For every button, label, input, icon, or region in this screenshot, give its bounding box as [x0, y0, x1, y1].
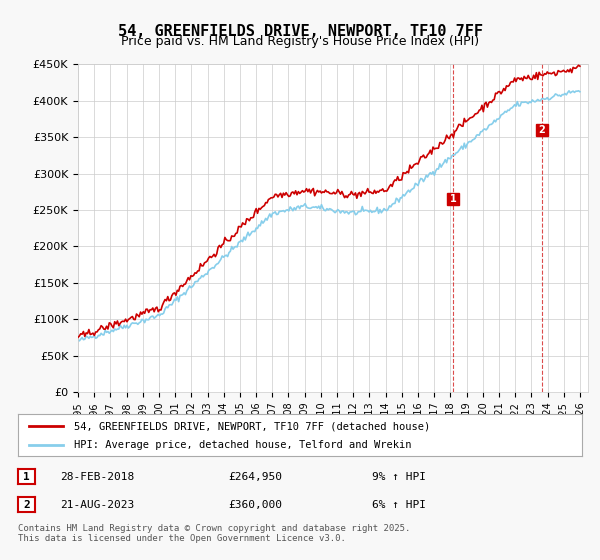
Text: 54, GREENFIELDS DRIVE, NEWPORT, TF10 7FF (detached house): 54, GREENFIELDS DRIVE, NEWPORT, TF10 7FF…: [74, 421, 431, 431]
Text: Contains HM Land Registry data © Crown copyright and database right 2025.
This d: Contains HM Land Registry data © Crown c…: [18, 524, 410, 543]
Text: Price paid vs. HM Land Registry's House Price Index (HPI): Price paid vs. HM Land Registry's House …: [121, 35, 479, 48]
Text: 28-FEB-2018: 28-FEB-2018: [60, 472, 134, 482]
Text: £360,000: £360,000: [228, 500, 282, 510]
Text: 9% ↑ HPI: 9% ↑ HPI: [372, 472, 426, 482]
Text: 1: 1: [23, 472, 30, 482]
Text: 6% ↑ HPI: 6% ↑ HPI: [372, 500, 426, 510]
Text: 2: 2: [23, 500, 30, 510]
Text: 21-AUG-2023: 21-AUG-2023: [60, 500, 134, 510]
Text: HPI: Average price, detached house, Telford and Wrekin: HPI: Average price, detached house, Telf…: [74, 440, 412, 450]
Text: 54, GREENFIELDS DRIVE, NEWPORT, TF10 7FF: 54, GREENFIELDS DRIVE, NEWPORT, TF10 7FF: [118, 24, 482, 39]
Text: 1: 1: [449, 194, 457, 204]
Text: £264,950: £264,950: [228, 472, 282, 482]
Text: 2: 2: [538, 125, 545, 135]
